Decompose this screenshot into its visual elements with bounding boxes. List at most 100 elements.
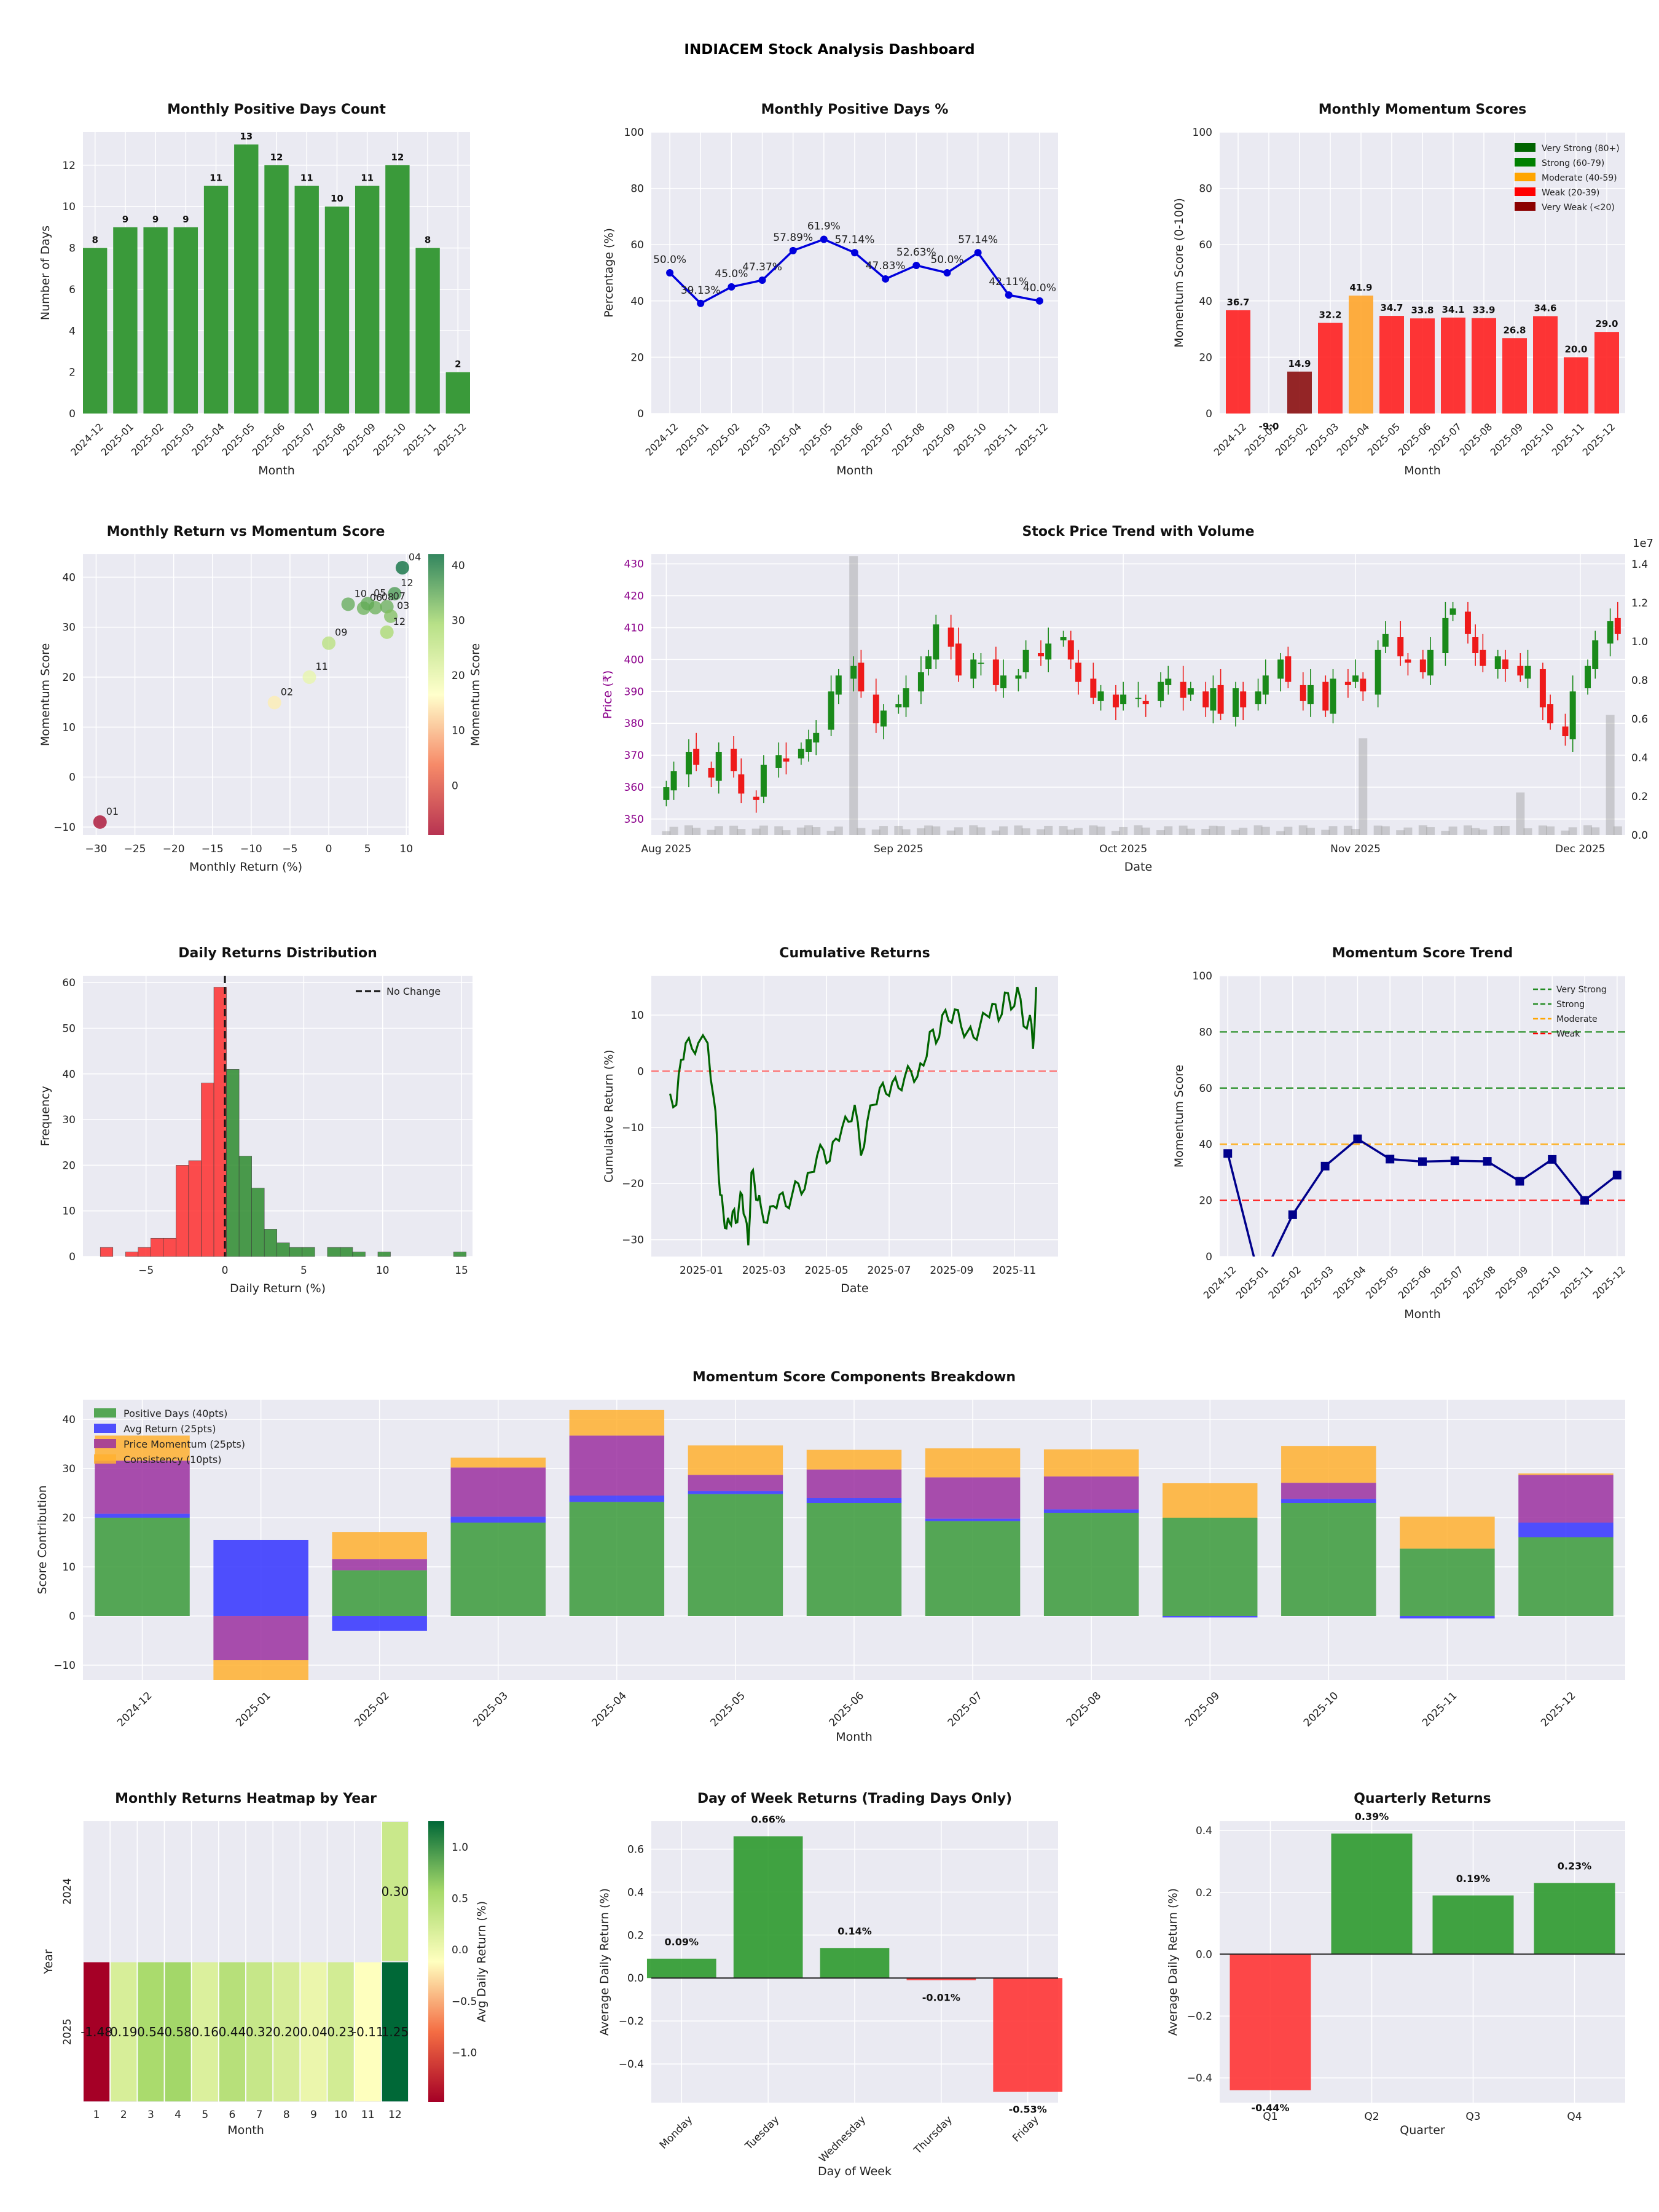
price-trend-volume-bar: [1066, 830, 1075, 835]
return-vs-momentum-point: [267, 696, 281, 710]
positive-pct-xlabel: Month: [836, 464, 873, 477]
momentum-trend-xtick-label: 2025-01: [1234, 1264, 1271, 1301]
heatmap-cell: [192, 1962, 218, 2101]
positive-days-bar: [385, 165, 410, 414]
momentum-scores-data-label: 33.8: [1411, 305, 1433, 316]
price-trend-volume-bar: [1239, 828, 1248, 835]
cumulative-returns-xlabel: Date: [841, 1282, 868, 1295]
momentum-trend-ytick-label: 40: [1199, 1139, 1212, 1151]
positive-pct-xtick-label: 2025-01: [674, 421, 712, 458]
momentum-trend-marker: [1548, 1155, 1557, 1164]
price-trend-volume-bar: [1448, 826, 1457, 835]
cumulative-returns-xtick-label: 2025-05: [805, 1265, 849, 1277]
price-trend-volume-bar: [871, 830, 880, 835]
returns-hist-ytick-label: 0: [69, 1251, 76, 1263]
day-of-week-ytick-label: 0.6: [627, 1843, 644, 1856]
momentum-scores-ytick-label: 40: [1199, 296, 1212, 308]
quarterly-xtick-label: Q3: [1465, 2111, 1480, 2123]
positive-pct-xtick-label: 2025-12: [1013, 421, 1051, 458]
cumulative-returns-plot-area: [651, 976, 1058, 1257]
returns-hist-xtick-label: 0: [222, 1265, 229, 1277]
returns-hist-chart: Daily Returns Distribution Daily Return (…: [39, 946, 473, 1295]
day-of-week-ylabel: Average Daily Return (%): [598, 1888, 611, 2036]
price-trend-y2-exponent: 1e7: [1633, 537, 1653, 550]
price-trend-volume-bar: [1261, 826, 1270, 835]
momentum-scores-data-label: -9.0: [1259, 421, 1279, 432]
price-trend-candle-body: [1397, 637, 1404, 657]
components-ytick-label: 30: [62, 1463, 76, 1475]
heatmap-title: Monthly Returns Heatmap by Year: [115, 1791, 377, 1806]
momentum-trend-marker: [1288, 1210, 1297, 1219]
positive-days-xtick-label: 2025-02: [129, 421, 167, 458]
components-segment: [1163, 1483, 1258, 1518]
components-segment: [95, 1513, 190, 1518]
momentum-trend-ytick-label: 100: [1193, 970, 1212, 982]
price-trend-chart: Stock Price Trend with Volume Date Price (…: [601, 524, 1653, 874]
returns-hist-bin: [188, 1160, 202, 1257]
cumulative-returns-line: [669, 986, 1037, 1245]
price-trend-volume-bar: [751, 828, 761, 835]
price-trend-candle-body: [1097, 691, 1104, 701]
return-vs-momentum-point: [388, 587, 402, 601]
components-segment: [925, 1477, 1021, 1519]
price-trend-candle-body: [1217, 684, 1224, 714]
return-vs-momentum-point-label: 04: [409, 551, 421, 563]
components-segment: [569, 1502, 665, 1616]
price-trend-candle-body: [1135, 697, 1142, 699]
price-trend-candle-body: [693, 748, 700, 765]
price-trend-candle-body: [1352, 675, 1359, 682]
return-vs-momentum-xtick-label: −5: [282, 843, 297, 855]
price-trend-candle-body: [685, 751, 692, 775]
heatmap-xtick-label: 4: [175, 2109, 181, 2121]
momentum-trend-marker: [1515, 1177, 1524, 1186]
components-segment: [1281, 1483, 1376, 1499]
price-trend-candle-body: [1300, 684, 1306, 701]
momentum-scores-xtick-label: 2025-05: [1365, 421, 1403, 458]
price-trend-volume-bar: [849, 556, 858, 835]
price-trend-candle-body: [1607, 621, 1614, 644]
returns-hist-ytick-label: 60: [62, 977, 76, 989]
momentum-trend-marker: [1580, 1196, 1589, 1205]
components-segment: [688, 1475, 783, 1491]
heatmap-cell-label: 0.32: [246, 2025, 273, 2039]
momentum-scores-data-label: 29.0: [1595, 318, 1618, 329]
positive-pct-xtick-label: 2024-12: [643, 421, 681, 458]
positive-pct-data-label: 47.83%: [866, 260, 906, 272]
momentum-scores-xtick-label: 2025-12: [1580, 421, 1618, 458]
momentum-scores-xtick-label: 2025-06: [1396, 421, 1433, 458]
components-segment: [1400, 1616, 1495, 1618]
positive-days-xtick-label: 2025-04: [189, 421, 227, 458]
returns-hist-xtick-label: −5: [138, 1265, 154, 1277]
quarterly-ytick-label: 0.0: [1196, 1948, 1212, 1961]
return-vs-momentum-xtick-label: −20: [163, 843, 185, 855]
price-trend-xtick-label: Aug 2025: [641, 843, 691, 855]
heatmap-xtick-label: 3: [147, 2109, 154, 2121]
momentum-scores-chart: Monthly Momentum Scores Month Momentum Sco…: [1172, 102, 1625, 477]
momentum-scores-xtick-label: 2025-03: [1304, 421, 1341, 458]
heatmap-cell-label: 0.16: [191, 2025, 219, 2039]
price-trend-volume-bar: [834, 826, 843, 835]
positive-pct-data-label: 45.0%: [715, 268, 748, 280]
price-trend-candle-body: [828, 691, 834, 730]
price-trend-candle-body: [1442, 618, 1449, 653]
components-ytick-label: 40: [62, 1414, 76, 1426]
components-ytick-label: 0: [69, 1610, 76, 1623]
returns-hist-ylabel: Frequency: [39, 1086, 52, 1146]
cumulative-returns-ytick-label: 10: [630, 1010, 644, 1022]
quarterly-data-label: 0.19%: [1456, 1873, 1491, 1885]
momentum-trend-xtick-label: 2024-12: [1201, 1264, 1239, 1301]
price-trend-candle-body: [955, 643, 962, 676]
heatmap-chart: Monthly Returns Heatmap by Year Month Year…: [42, 1791, 488, 2137]
price-trend-candle-body: [858, 662, 865, 692]
price-trend-volume-bar: [1546, 826, 1555, 835]
positive-days-data-label: 13: [240, 131, 253, 142]
positive-days-ytick-label: 0: [69, 408, 76, 420]
day-of-week-xtick-label: Wednesday: [817, 2114, 868, 2165]
cumulative-returns-xtick-label: 2025-07: [867, 1265, 911, 1277]
components-legend-swatch: [94, 1408, 116, 1418]
day-of-week-data-label: 0.09%: [665, 1936, 699, 1948]
cumulative-returns-chart: Cumulative Returns Date Cumulative Return …: [602, 946, 1058, 1295]
heatmap-colorbar-label: Avg Daily Return (%): [475, 1901, 488, 2022]
positive-pct-ytick-label: 20: [630, 351, 644, 364]
price-trend-volume-bar: [991, 830, 1000, 835]
